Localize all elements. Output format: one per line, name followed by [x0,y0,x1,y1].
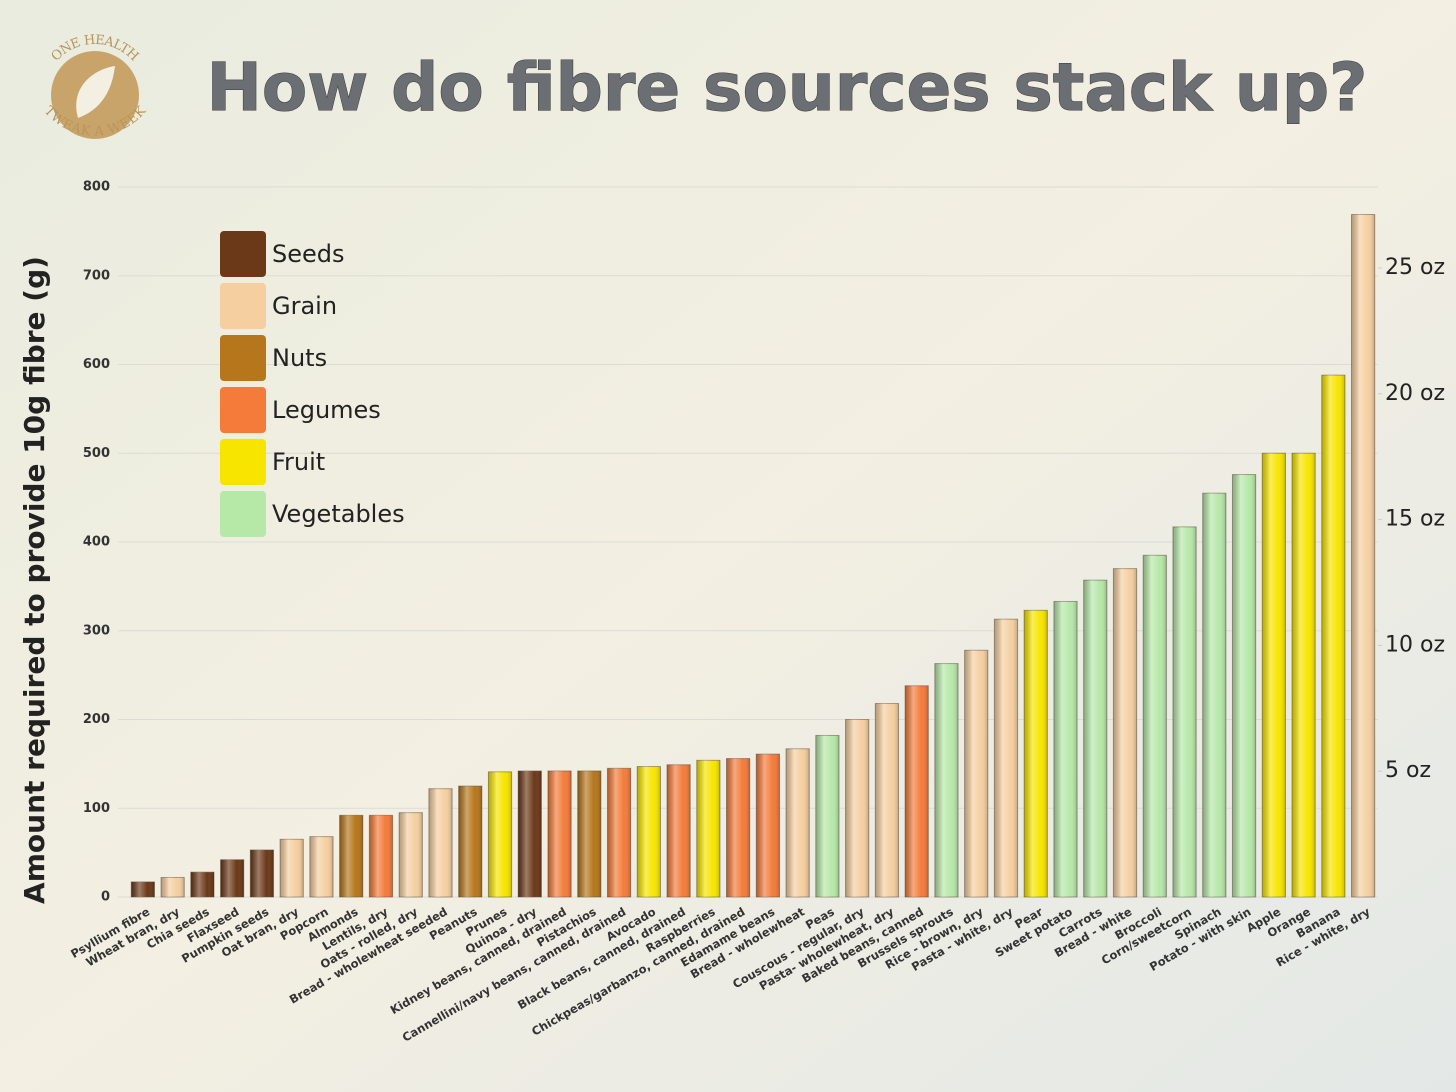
bar [1053,600,1078,898]
bar [458,785,483,898]
legend-label: Fruit [272,448,325,476]
legend-swatch [220,335,266,381]
bar [160,876,185,898]
bar [1202,492,1227,898]
bar [726,758,751,898]
bar [785,748,810,898]
y-axis-label: Amount required to provide 10g fibre (g) [18,256,51,904]
legend-label: Vegetables [272,500,405,528]
bar [517,770,542,898]
bar [1291,452,1316,898]
logo-leaf [76,66,115,118]
y2-tick-label: 5 oz [1385,758,1431,783]
y-tick-label: 500 [83,446,110,461]
y-tick-label: 100 [83,801,110,816]
y-tick-label: 300 [83,623,110,638]
chart-title: How do fibre sources stack up? [207,49,1368,126]
bar [964,649,989,898]
y2-tick-label: 25 oz [1385,255,1445,280]
legend-label: Grain [272,292,337,320]
bar [755,753,780,898]
bar [606,767,632,898]
y2-tick-label: 10 oz [1385,632,1445,657]
legend-swatch [220,439,266,485]
legend-swatch [220,283,266,329]
bar [339,814,364,898]
bar [190,871,215,898]
bar [547,770,572,898]
legend-swatch [220,387,266,433]
bar [220,859,245,898]
bar [934,663,959,898]
bar [1112,568,1138,898]
y-tick-label: 700 [83,268,110,283]
bar [368,814,394,898]
bar [993,618,1019,898]
bar [845,719,870,898]
bar [309,836,334,898]
bar [1261,452,1286,898]
bar [279,838,304,898]
bar [130,881,155,898]
y-tick-label: 400 [83,535,110,550]
legend-label: Legumes [272,396,381,424]
legend-swatch [220,231,266,277]
bar [428,788,453,898]
bar [636,766,661,898]
legend-label: Seeds [272,240,345,268]
logo: ONE HEALTH TWEAK A WEEK [41,32,149,139]
bar [1172,526,1197,898]
bar [1351,214,1376,898]
y-tick-label: 200 [83,712,110,727]
y-tick-label: 0 [101,890,110,905]
bar [1083,579,1108,898]
bar [487,771,513,898]
y-tick-label: 800 [83,180,110,195]
y2-tick-label: 15 oz [1385,507,1445,532]
bar [1023,609,1048,898]
bar [904,685,929,898]
bar [398,812,423,898]
bar [1142,554,1167,898]
bar [666,764,691,898]
legend-swatch [220,491,266,537]
bar [815,734,840,898]
bar [1321,374,1346,898]
y2-tick-label: 20 oz [1385,381,1445,406]
bar [577,770,602,898]
y-tick-label: 600 [83,357,110,372]
bar [696,759,721,898]
bar [249,849,275,898]
legend-label: Nuts [272,344,327,372]
bar [874,703,900,898]
bar [1231,474,1257,898]
